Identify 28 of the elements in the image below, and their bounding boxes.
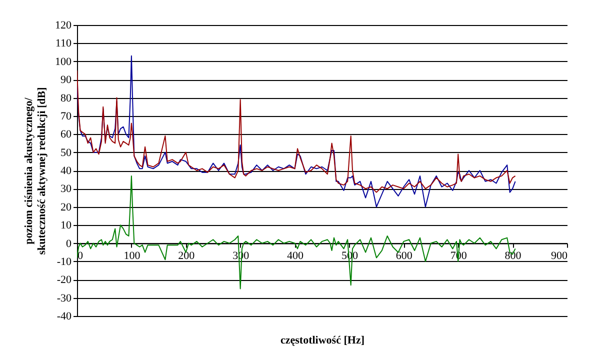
y-tick-label: 0 (66, 238, 72, 250)
line-series (77, 70, 516, 193)
y-tick-label: 100 (55, 56, 72, 68)
y-tick-label: -30 (56, 292, 72, 304)
x-tick-label: 600 (396, 250, 413, 262)
y-tick-label: 110 (55, 38, 72, 50)
line-series (77, 55, 516, 208)
x-tick-label: 900 (551, 250, 568, 262)
x-tick-label: 0 (78, 250, 84, 262)
y-tick-label: -40 (56, 310, 72, 322)
y-tick-label: 80 (60, 92, 72, 104)
y-tick-label: 120 (55, 20, 72, 32)
x-tick-label: 200 (178, 250, 196, 262)
y-tick-label: -10 (56, 256, 72, 268)
x-tick-label: 100 (124, 250, 141, 262)
y-tick-label: 50 (60, 146, 72, 159)
x-axis-title: częstotliwość [Hz] (280, 334, 364, 346)
y-tick-label: 20 (60, 201, 72, 214)
x-tick-label: 800 (504, 250, 522, 262)
y-tick-label: 10 (60, 220, 72, 232)
y-tick-label: 70 (60, 110, 72, 122)
y-tick-label: 30 (60, 183, 72, 196)
y-tick-label: -20 (56, 274, 72, 286)
y-tick-label: 40 (60, 165, 72, 177)
y-axis-title: poziom ciśnienia akustycznego/ skuteczność aktywnej redukcji [dB] (23, 87, 48, 255)
y-tick-label: 60 (60, 128, 72, 141)
y-tick-label: 90 (60, 74, 72, 86)
x-tick-label: 400 (287, 250, 304, 262)
